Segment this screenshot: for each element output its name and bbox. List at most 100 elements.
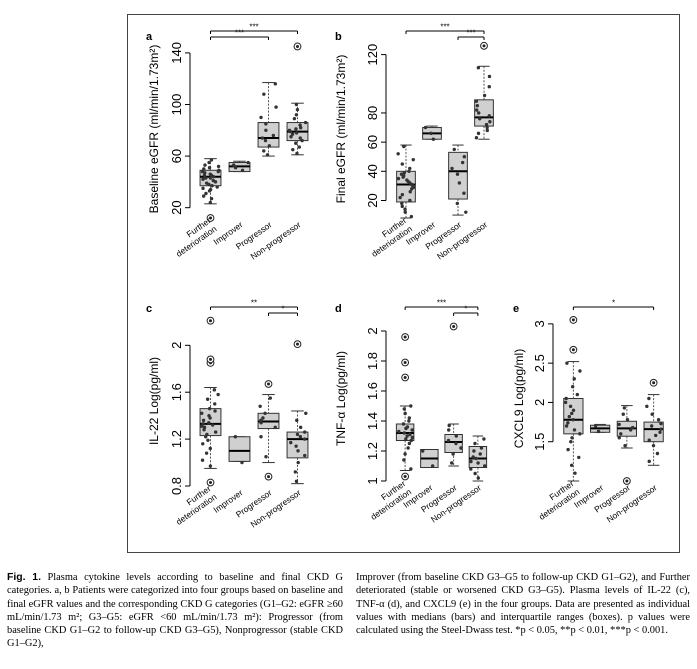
data-point (478, 117, 482, 121)
data-point (200, 411, 204, 416)
data-point (411, 157, 415, 162)
data-point (265, 153, 270, 157)
data-point (593, 424, 598, 428)
data-point (596, 429, 601, 434)
data-point (273, 82, 278, 86)
data-point (201, 194, 206, 198)
y-tick-label: 2 (365, 327, 380, 334)
data-point (204, 191, 208, 196)
data-point (617, 436, 621, 440)
data-point (656, 418, 661, 422)
data-point (572, 428, 577, 432)
data-point (209, 158, 214, 162)
data-point (564, 396, 568, 401)
data-point (208, 446, 212, 451)
data-point (421, 449, 425, 453)
data-point (403, 210, 407, 214)
data-point (208, 187, 213, 192)
data-point (293, 470, 298, 474)
data-point (622, 406, 627, 410)
data-point (263, 138, 268, 143)
data-point (259, 435, 263, 439)
data-point (291, 147, 295, 152)
data-point (401, 422, 406, 426)
data-point (455, 201, 460, 206)
data-point (476, 461, 480, 465)
data-point (274, 105, 278, 109)
data-point (566, 421, 570, 425)
data-point (201, 177, 205, 182)
data-point (294, 127, 298, 131)
data-point (571, 418, 575, 422)
data-point (263, 411, 267, 416)
data-point (231, 163, 236, 167)
caption-left-text: Plasma cytokine levels according to base… (7, 572, 343, 650)
outlier-point (209, 480, 212, 484)
panel-label: e (513, 303, 519, 315)
data-point (202, 425, 207, 430)
data-point (446, 438, 451, 443)
y-tick-label: 60 (365, 135, 380, 149)
data-point (294, 102, 299, 107)
data-point (264, 122, 268, 126)
data-point (570, 436, 574, 440)
data-point (655, 451, 660, 456)
data-point (206, 438, 210, 442)
data-point (295, 107, 300, 112)
data-point (430, 464, 435, 468)
data-point (207, 165, 212, 170)
data-point (294, 113, 299, 117)
data-point (400, 201, 404, 206)
significance-label: * (612, 299, 615, 308)
y-axis-label: Final eGFR (ml/min/1.73m²) (334, 55, 348, 204)
outlier-point (452, 325, 456, 328)
data-point (447, 428, 451, 432)
data-point (409, 404, 413, 408)
data-point (649, 424, 654, 428)
data-point (213, 409, 217, 413)
data-point (403, 207, 407, 211)
outlier-point (571, 318, 575, 322)
data-point (289, 135, 293, 139)
iqr-box (228, 436, 251, 462)
data-point (207, 413, 211, 418)
data-point (400, 192, 405, 197)
data-point (474, 108, 479, 112)
data-point (295, 418, 299, 423)
data-point (569, 440, 573, 444)
data-point (570, 385, 575, 389)
data-point (617, 422, 621, 427)
data-point (462, 155, 467, 159)
data-point (290, 132, 295, 136)
data-point (402, 431, 406, 435)
data-point (630, 425, 635, 430)
data-point (408, 432, 412, 437)
data-point (410, 435, 415, 440)
outlier-point (403, 475, 407, 478)
data-point (564, 424, 569, 428)
data-point (262, 149, 266, 153)
data-point (645, 404, 649, 409)
y-axis-label: CXCL9 Log(pg/ml) (512, 349, 526, 448)
y-tick-label: 1 (365, 477, 380, 484)
y-tick-label: 120 (365, 44, 380, 66)
data-point (260, 136, 265, 140)
data-point (460, 160, 465, 165)
data-point (407, 416, 412, 420)
data-point (208, 200, 213, 205)
iqr-box (257, 122, 280, 148)
data-point (298, 435, 303, 439)
data-point (287, 128, 292, 132)
data-point (213, 402, 217, 406)
outlier-point (296, 44, 299, 48)
data-point (473, 471, 477, 476)
significance-label: *** (235, 29, 244, 38)
significance-label: *** (440, 23, 449, 32)
data-point (628, 428, 633, 432)
significance-label: *** (466, 29, 475, 38)
outlier-point (571, 348, 575, 352)
y-tick-label: 1.6 (169, 383, 184, 401)
outlier-point (652, 381, 656, 385)
significance-label: *** (437, 299, 446, 308)
data-point (271, 133, 276, 138)
